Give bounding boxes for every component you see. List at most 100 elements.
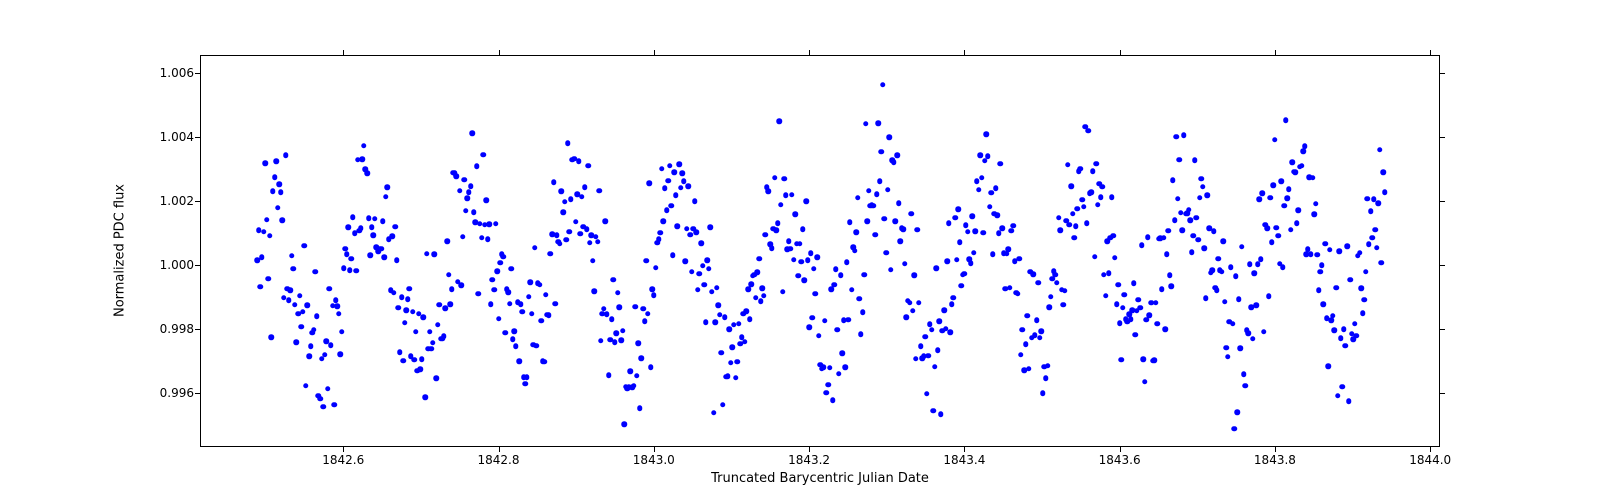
y-tick-mark bbox=[1440, 201, 1445, 202]
data-point bbox=[606, 372, 612, 378]
data-point bbox=[1186, 207, 1192, 213]
data-point bbox=[1239, 244, 1245, 250]
data-point bbox=[813, 291, 819, 297]
data-point bbox=[546, 313, 552, 319]
data-point bbox=[1256, 196, 1262, 202]
data-point bbox=[1344, 244, 1350, 250]
data-point bbox=[1365, 196, 1371, 202]
data-point bbox=[269, 334, 275, 340]
data-point bbox=[803, 198, 809, 204]
data-point bbox=[512, 329, 518, 335]
data-point bbox=[603, 219, 609, 225]
data-point bbox=[858, 331, 864, 337]
data-point bbox=[476, 291, 482, 297]
data-point bbox=[1358, 285, 1364, 291]
data-point bbox=[480, 152, 486, 158]
data-point bbox=[701, 282, 707, 288]
data-point bbox=[391, 290, 397, 296]
data-point bbox=[1153, 300, 1159, 306]
data-point bbox=[366, 215, 372, 221]
data-point bbox=[534, 343, 540, 349]
data-point bbox=[835, 327, 841, 333]
data-point bbox=[1219, 269, 1225, 275]
data-point bbox=[493, 221, 499, 227]
data-point bbox=[361, 143, 367, 149]
data-point bbox=[487, 222, 493, 228]
data-point bbox=[924, 391, 930, 397]
data-point bbox=[578, 231, 584, 237]
data-point bbox=[259, 255, 265, 261]
data-point bbox=[667, 163, 673, 169]
data-point bbox=[341, 266, 347, 272]
data-point bbox=[781, 176, 787, 182]
y-tick-mark bbox=[1440, 137, 1445, 138]
data-point bbox=[291, 266, 297, 272]
data-point bbox=[1322, 241, 1328, 247]
data-point bbox=[984, 131, 990, 137]
data-point bbox=[722, 314, 728, 320]
data-point bbox=[789, 192, 795, 198]
x-tick-label: 1843.4 bbox=[943, 453, 985, 467]
data-point bbox=[1366, 241, 1372, 247]
data-point bbox=[557, 241, 563, 247]
data-point bbox=[769, 246, 775, 252]
data-point bbox=[1325, 363, 1331, 369]
data-point bbox=[1161, 235, 1167, 241]
data-point bbox=[372, 216, 378, 222]
data-point bbox=[875, 120, 881, 126]
data-point bbox=[273, 158, 279, 164]
data-point bbox=[792, 211, 798, 217]
data-point bbox=[471, 209, 477, 215]
data-point bbox=[827, 365, 833, 371]
data-point bbox=[816, 333, 822, 339]
data-point bbox=[396, 305, 402, 311]
y-tick-mark bbox=[195, 329, 200, 330]
data-point bbox=[926, 353, 932, 359]
data-point bbox=[1089, 190, 1095, 196]
data-point bbox=[1172, 218, 1178, 224]
data-point bbox=[736, 321, 742, 327]
x-tick-mark bbox=[1275, 447, 1276, 452]
data-point bbox=[592, 289, 598, 295]
y-tick-label: 1.002 bbox=[146, 194, 194, 208]
data-point bbox=[1313, 201, 1319, 207]
data-point bbox=[766, 188, 772, 194]
x-tick-mark bbox=[343, 50, 344, 55]
data-point bbox=[270, 189, 276, 195]
x-tick-mark bbox=[809, 50, 810, 55]
data-point bbox=[582, 184, 588, 190]
data-point bbox=[501, 254, 507, 260]
data-point bbox=[496, 316, 502, 322]
data-point bbox=[689, 269, 695, 275]
data-point bbox=[1228, 264, 1234, 270]
data-point bbox=[932, 364, 938, 370]
data-point bbox=[595, 239, 601, 245]
data-point bbox=[996, 231, 1002, 237]
data-point bbox=[833, 266, 839, 272]
data-point bbox=[510, 337, 516, 343]
data-point bbox=[1363, 269, 1369, 275]
data-point bbox=[509, 266, 515, 272]
data-point bbox=[349, 256, 355, 262]
data-point bbox=[970, 213, 976, 219]
data-point bbox=[494, 269, 500, 275]
data-point bbox=[339, 329, 345, 335]
data-point bbox=[777, 119, 783, 125]
data-point bbox=[463, 208, 469, 214]
data-point bbox=[1255, 261, 1261, 267]
data-point bbox=[965, 229, 971, 235]
data-point bbox=[636, 340, 642, 346]
data-point bbox=[987, 204, 993, 210]
data-point bbox=[1335, 393, 1341, 399]
data-point bbox=[774, 228, 780, 234]
x-tick-label: 1843.0 bbox=[633, 453, 675, 467]
data-point bbox=[1070, 211, 1076, 217]
data-point bbox=[1222, 299, 1228, 305]
data-point bbox=[364, 171, 370, 177]
data-point bbox=[684, 226, 690, 232]
data-point bbox=[922, 334, 928, 340]
data-point bbox=[901, 227, 907, 233]
data-point bbox=[1242, 383, 1248, 389]
data-point bbox=[993, 186, 999, 192]
data-point bbox=[694, 230, 700, 236]
